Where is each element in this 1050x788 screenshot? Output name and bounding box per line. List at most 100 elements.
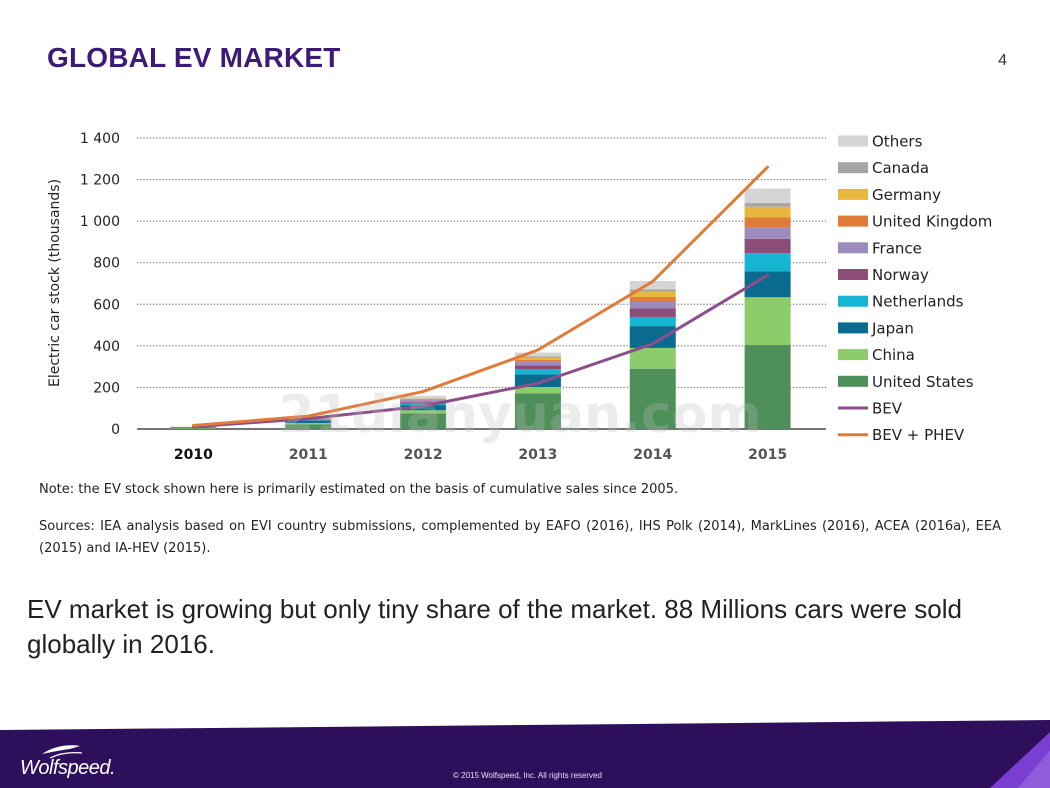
x-tick-label: 2010 xyxy=(174,447,213,463)
legend-label-china: China xyxy=(872,346,915,364)
legend-swatch-others xyxy=(838,135,868,147)
page-number: 4 xyxy=(998,52,1007,69)
bar-segment-canada xyxy=(400,398,447,399)
bar-segment-others xyxy=(629,281,676,290)
x-tick-label: 2013 xyxy=(518,447,557,463)
bar-segment-france xyxy=(744,227,791,239)
slide-title: GLOBAL EV MARKET xyxy=(47,42,341,73)
legend-label-canada: Canada xyxy=(872,159,929,177)
legend-label-norway: Norway xyxy=(872,266,929,284)
bar-segment-china xyxy=(400,410,447,414)
y-axis-ticks: 0 200 400 600 800 1 000 1 200 1 400 xyxy=(80,131,120,438)
legend-swatch-united-states xyxy=(838,375,868,387)
bar-segment-norway xyxy=(514,365,561,370)
bar-segment-united-states xyxy=(629,368,676,429)
footer-background xyxy=(0,720,1050,788)
legend-swatch-japan xyxy=(838,322,868,334)
bar-segment-united-kingdom xyxy=(629,297,676,302)
bar-segment-france xyxy=(400,400,447,403)
legend-swatch-china xyxy=(838,349,868,361)
wolfspeed-logo-icon xyxy=(42,745,83,759)
bar-segment-others xyxy=(400,395,447,399)
bars-layer xyxy=(170,188,791,429)
bar-segment-united-kingdom xyxy=(744,217,791,228)
bar-segment-netherlands xyxy=(400,403,447,406)
copyright-text: © 2015 Wolfspeed, Inc. All rights reserv… xyxy=(453,771,602,780)
bar-segment-netherlands xyxy=(744,253,791,272)
bar-segment-germany xyxy=(400,398,447,400)
legend-label-japan: Japan xyxy=(871,319,914,337)
y-tick-label: 1 000 xyxy=(80,214,120,230)
line-series-bev-phev xyxy=(191,165,770,427)
legend-swatch-france xyxy=(838,242,868,254)
bar-segment-japan xyxy=(514,374,561,388)
bar-segment-france xyxy=(514,361,561,366)
legend-swatch-norway xyxy=(838,269,868,280)
bar-segment-china xyxy=(629,347,676,369)
legend-label-united-states: United States xyxy=(872,373,974,391)
footer-accent-shape-light xyxy=(1018,750,1050,788)
bar-segment-germany xyxy=(629,291,676,298)
bar-segment-united-states xyxy=(170,428,217,429)
bar-segment-others xyxy=(744,188,791,204)
bar-segment-germany xyxy=(744,206,791,218)
chart-sources: Sources: IEA analysis based on EVI count… xyxy=(39,519,1001,556)
bar-segment-france xyxy=(629,301,676,309)
bar-segment-netherlands xyxy=(514,369,561,375)
chart-note: Note: the EV stock shown here is primari… xyxy=(39,482,679,497)
legend-label-united-kingdom: United Kingdom xyxy=(872,213,992,231)
legend-label-france: France xyxy=(872,239,922,257)
y-axis-label: Electric car stock (thousands) xyxy=(47,179,63,387)
ev-stock-chart: 0 200 400 600 800 1 000 1 200 1 400 Electric ca… xyxy=(47,131,992,463)
y-tick-label: 1 200 xyxy=(80,173,120,189)
bar-segment-others xyxy=(514,352,561,357)
bar-segment-netherlands xyxy=(629,316,676,327)
lines-layer xyxy=(191,165,770,429)
bar-segment-netherlands xyxy=(285,420,332,421)
y-tick-label: 400 xyxy=(93,339,120,355)
chart-gridlines xyxy=(137,137,826,388)
bar-segment-canada xyxy=(629,289,676,292)
y-tick-label: 200 xyxy=(93,380,120,396)
bar-segment-germany xyxy=(514,357,561,360)
watermark-text: 21dianyuan.com xyxy=(278,385,761,445)
chart-legend: Others Canada Germany United Kingdom France N… xyxy=(838,133,992,444)
bar-segment-united-states xyxy=(285,424,332,429)
y-tick-label: 600 xyxy=(93,297,120,313)
y-tick-label: 800 xyxy=(93,256,120,272)
bar-segment-japan xyxy=(285,420,332,423)
bar-segment-canada xyxy=(514,356,561,358)
line-series-bev xyxy=(191,273,770,429)
bar-segment-united-states xyxy=(514,393,561,429)
y-tick-label: 1 400 xyxy=(80,131,120,147)
footer-band xyxy=(0,720,1050,788)
bar-segment-china xyxy=(285,422,332,425)
legend-label-bev-phev: BEV + PHEV xyxy=(872,426,965,444)
bar-segment-united-states xyxy=(744,345,791,429)
bar-segment-norway xyxy=(744,238,791,254)
bar-segment-china xyxy=(744,297,791,346)
x-tick-label: 2012 xyxy=(404,447,443,463)
legend-swatch-united-kingdom xyxy=(838,215,868,227)
summary-text: EV market is growing but only tiny share… xyxy=(27,594,962,659)
bar-segment-united-kingdom xyxy=(514,359,561,362)
bar-segment-united-kingdom xyxy=(400,399,447,401)
bar-segment-japan xyxy=(400,405,447,411)
bar-segment-norway xyxy=(629,308,676,317)
legend-label-germany: Germany xyxy=(872,186,941,204)
legend-swatch-netherlands xyxy=(838,295,868,307)
legend-label-bev: BEV xyxy=(872,400,903,418)
bar-segment-united-states xyxy=(400,413,447,429)
bar-segment-canada xyxy=(744,203,791,207)
x-tick-label: 2014 xyxy=(633,447,672,463)
legend-label-netherlands: Netherlands xyxy=(872,293,964,311)
bar-segment-norway xyxy=(400,402,447,404)
legend-label-others: Others xyxy=(872,133,923,151)
bar-segment-china xyxy=(514,387,561,394)
x-tick-label: 2015 xyxy=(748,447,787,463)
logo-text: Wolfspeed. xyxy=(20,757,116,779)
legend-swatch-canada xyxy=(838,162,868,174)
x-tick-label: 2011 xyxy=(289,447,328,463)
legend-swatch-germany xyxy=(838,188,868,200)
x-axis-ticks: 2010 2011 2012 2013 2014 2015 xyxy=(174,447,787,463)
